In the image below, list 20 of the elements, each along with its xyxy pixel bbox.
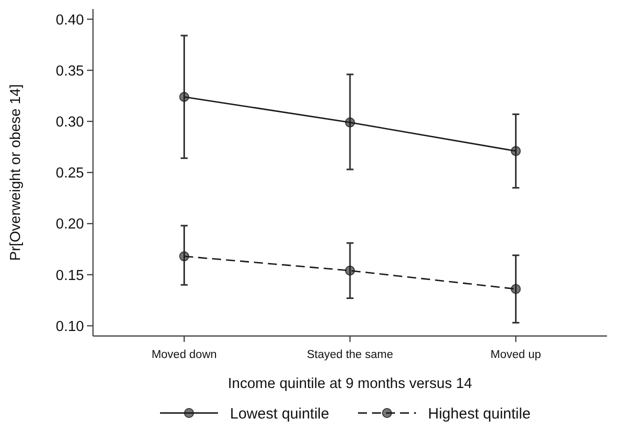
point <box>510 284 521 294</box>
y-tick-label: 0.10 <box>56 318 84 335</box>
y-tick-label: 0.20 <box>56 216 84 233</box>
y-tick-label: 0.35 <box>56 63 84 80</box>
legend-label: Lowest quintile <box>230 405 330 422</box>
y-tick-label: 0.15 <box>56 268 84 284</box>
y-tick-label: 0.25 <box>56 166 84 182</box>
point <box>179 251 190 262</box>
point <box>179 92 190 102</box>
y-tick-label: 0.40 <box>56 12 84 28</box>
legend-label: Highest quintile <box>428 405 531 422</box>
x-axis-title: Income quintile at 9 months versus 14 <box>228 376 472 392</box>
point <box>345 117 355 128</box>
x-tick-label: Stayed the same <box>306 349 394 361</box>
y-tick-label: 0.30 <box>56 114 84 130</box>
y-axis-title: Pr[Overweight or obese 14] <box>8 84 24 261</box>
x-tick-label: Moved up <box>490 349 542 361</box>
x-tick-label: Moved down <box>152 349 217 361</box>
point <box>345 266 355 276</box>
point <box>510 146 521 156</box>
